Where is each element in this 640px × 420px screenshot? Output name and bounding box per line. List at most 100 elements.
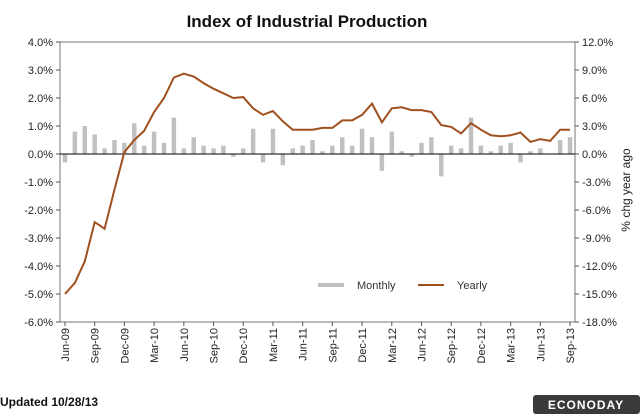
monthly-bar: [280, 154, 286, 166]
right-tick-label: -12.0%: [582, 261, 617, 273]
left-tick-label: -6.0%: [24, 317, 53, 329]
monthly-bar: [330, 145, 335, 154]
right-tick-label: -3.0%: [582, 177, 611, 189]
monthly-bar: [429, 137, 434, 154]
updated-label: Updated 10/28/13: [0, 395, 98, 409]
monthly-bar: [151, 131, 157, 154]
monthly-bar: [191, 137, 196, 154]
monthly-bar: [92, 134, 97, 154]
x-tick-label: Mar-10: [149, 328, 161, 363]
right-tick-label: -9.0%: [582, 233, 611, 245]
x-tick-label: Jun-11: [298, 328, 310, 361]
yearly-line: [64, 72, 570, 295]
left-tick-label: 3.0%: [28, 65, 53, 77]
monthly-bar: [141, 145, 147, 154]
left-tick-label: 4.0%: [28, 37, 53, 49]
right-tick-label: -18.0%: [582, 317, 617, 329]
monthly-bar: [498, 145, 503, 154]
left-axis: 4.0% 3.0% 2.0% 1.0% 0.0% -1.0% -2.0% -3.0% -4.0%…: [24, 37, 60, 329]
monthly-bar: [240, 148, 246, 154]
right-tick-label: 12.0%: [582, 37, 613, 49]
chart-title: Index of Industrial Production: [187, 12, 428, 31]
x-tick-label: Mar-12: [387, 328, 399, 363]
monthly-bar: [567, 137, 573, 154]
monthly-bar: [439, 154, 444, 177]
monthly-bar: [300, 145, 305, 154]
monthly-bar: [340, 137, 345, 154]
monthly-bar: [102, 148, 107, 154]
x-tick-label: Mar-11: [268, 328, 280, 362]
monthly-bar: [478, 145, 484, 154]
monthly-bar: [132, 123, 137, 154]
plot-frame: [59, 41, 576, 323]
monthly-bar: [349, 145, 355, 154]
left-tick-label: -1.0%: [24, 177, 53, 189]
x-tick-label: Sep-13: [565, 328, 577, 363]
monthly-bar: [448, 145, 454, 154]
monthly-bar: [221, 145, 226, 154]
monthly-bar: [409, 154, 414, 157]
monthly-bar: [62, 154, 68, 163]
right-axis-label: % chg year ago: [619, 148, 633, 232]
monthly-bar: [260, 154, 266, 163]
x-axis: Jun-09 Sep-09 Dec-09 Mar-10 Jun-10 Sep-10 Dec-…: [60, 322, 577, 363]
monthly-bar: [231, 154, 236, 157]
x-tick-label: Sep-10: [209, 328, 221, 363]
monthly-bar: [389, 131, 395, 154]
monthly-bar: [181, 148, 187, 154]
monthly-bar: [538, 148, 543, 154]
monthly-bar: [72, 131, 78, 154]
right-tick-label: -6.0%: [582, 205, 611, 217]
monthly-bar: [557, 140, 563, 154]
left-tick-label: 2.0%: [28, 93, 53, 105]
monthly-bar: [379, 154, 385, 171]
x-tick-label: Dec-11: [357, 328, 369, 363]
right-tick-label: 6.0%: [582, 93, 607, 105]
monthly-bar: [122, 142, 127, 154]
monthly-bar: [201, 145, 206, 154]
monthly-bar: [488, 151, 494, 154]
right-tick-label: 0.0%: [582, 149, 607, 161]
monthly-bar: [518, 154, 523, 163]
x-tick-label: Jun-12: [417, 328, 429, 362]
legend: Monthly Yearly: [318, 280, 488, 292]
monthly-bar: [310, 140, 315, 154]
monthly-bar: [250, 128, 256, 154]
x-tick-label: Dec-09: [119, 328, 131, 363]
x-tick-label: Sep-11: [327, 328, 339, 363]
left-tick-label: 0.0%: [28, 149, 53, 161]
monthly-bar: [290, 148, 295, 154]
monthly-bar: [112, 140, 117, 154]
legend-yearly-label: Yearly: [457, 280, 488, 292]
x-tick-label: Jun-09: [60, 328, 72, 362]
x-tick-label: Dec-12: [476, 328, 488, 363]
legend-monthly-label: Monthly: [357, 280, 396, 292]
monthly-bar: [399, 151, 404, 154]
monthly-bar: [82, 126, 87, 154]
left-tick-label: -4.0%: [24, 261, 53, 273]
x-tick-label: Jun-13: [535, 328, 547, 362]
monthly-bar: [419, 142, 424, 154]
monthly-bar: [320, 151, 325, 154]
x-tick-label: Jun-10: [179, 328, 191, 362]
brand-badge: [533, 395, 640, 414]
right-axis: 12.0% 9.0% 6.0% 3.0% 0.0% -3.0% -6.0% -9.0% -12.…: [575, 37, 617, 329]
x-tick-label: Dec-10: [238, 328, 250, 363]
monthly-bar: [458, 148, 464, 154]
left-tick-label: 1.0%: [28, 121, 53, 133]
x-tick-label: Sep-12: [446, 328, 458, 363]
left-tick-label: -3.0%: [24, 233, 53, 245]
monthly-bar: [528, 151, 533, 154]
brand-logo: ECONODAY: [548, 398, 624, 412]
monthly-bar: [369, 137, 375, 154]
monthly-bar: [171, 117, 177, 154]
x-tick-label: Sep-09: [90, 328, 102, 363]
right-tick-label: -15.0%: [582, 289, 617, 301]
monthly-bar: [359, 128, 365, 154]
monthly-bar: [211, 148, 216, 154]
monthly-bar: [161, 142, 167, 154]
right-tick-label: 9.0%: [582, 65, 607, 77]
left-tick-label: -2.0%: [24, 205, 53, 217]
right-tick-label: 3.0%: [582, 121, 607, 133]
